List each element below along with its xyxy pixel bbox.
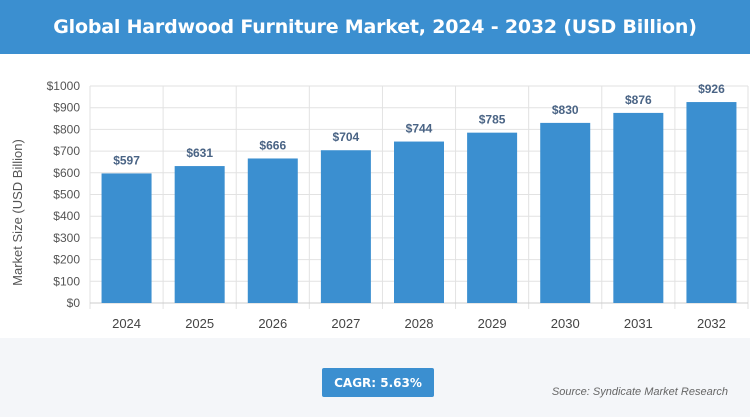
bar-2024 — [101, 173, 152, 303]
x-tick-label: 2031 — [624, 316, 653, 331]
x-tick-label: 2026 — [258, 316, 287, 331]
data-label: $785 — [479, 113, 506, 127]
x-tick-label: 2028 — [405, 316, 434, 331]
y-tick-label: $200 — [53, 253, 80, 267]
x-tick-label: 2029 — [478, 316, 507, 331]
y-axis-title: Market Size (USD Billion) — [10, 139, 25, 286]
y-tick-label: $400 — [53, 209, 80, 223]
bar-2026 — [247, 158, 298, 303]
data-label: $926 — [698, 82, 725, 96]
y-tick-label: $600 — [53, 166, 80, 180]
data-label: $631 — [186, 146, 213, 160]
y-tick-label: $1000 — [47, 79, 81, 93]
cagr-label: CAGR: 5.63% — [334, 375, 422, 390]
bar-2031 — [613, 112, 664, 304]
data-label: $876 — [625, 93, 652, 107]
y-tick-label: $800 — [53, 122, 80, 136]
data-label: $744 — [406, 122, 433, 136]
x-tick-label: 2032 — [697, 316, 726, 331]
y-tick-label: $300 — [53, 231, 80, 245]
source-note: Source: Syndicate Market Research — [551, 386, 728, 398]
data-label: $597 — [113, 153, 140, 167]
y-tick-label: $100 — [53, 274, 80, 288]
bar-2025 — [174, 166, 225, 303]
y-tick-label: $700 — [53, 144, 80, 158]
y-tick-label: $0 — [67, 296, 81, 310]
data-label: $830 — [552, 103, 579, 117]
x-tick-label: 2024 — [112, 316, 141, 331]
bar-2027 — [320, 150, 371, 303]
data-label: $666 — [259, 138, 286, 152]
y-tick-label: $500 — [53, 188, 80, 202]
chart-title: Global Hardwood Furniture Market, 2024 -… — [53, 16, 697, 38]
bar-2029 — [467, 132, 518, 303]
x-tick-label: 2030 — [551, 316, 580, 331]
bar-2028 — [394, 141, 444, 303]
y-tick-label: $900 — [53, 101, 80, 115]
title-banner: Global Hardwood Furniture Market, 2024 -… — [0, 0, 750, 54]
cagr-badge: CAGR: 5.63% — [322, 368, 434, 397]
x-tick-label: 2027 — [331, 316, 360, 331]
data-label: $704 — [333, 130, 360, 144]
x-tick-label: 2025 — [185, 316, 214, 331]
bar-2030 — [540, 122, 591, 303]
bar-2032 — [686, 102, 737, 303]
